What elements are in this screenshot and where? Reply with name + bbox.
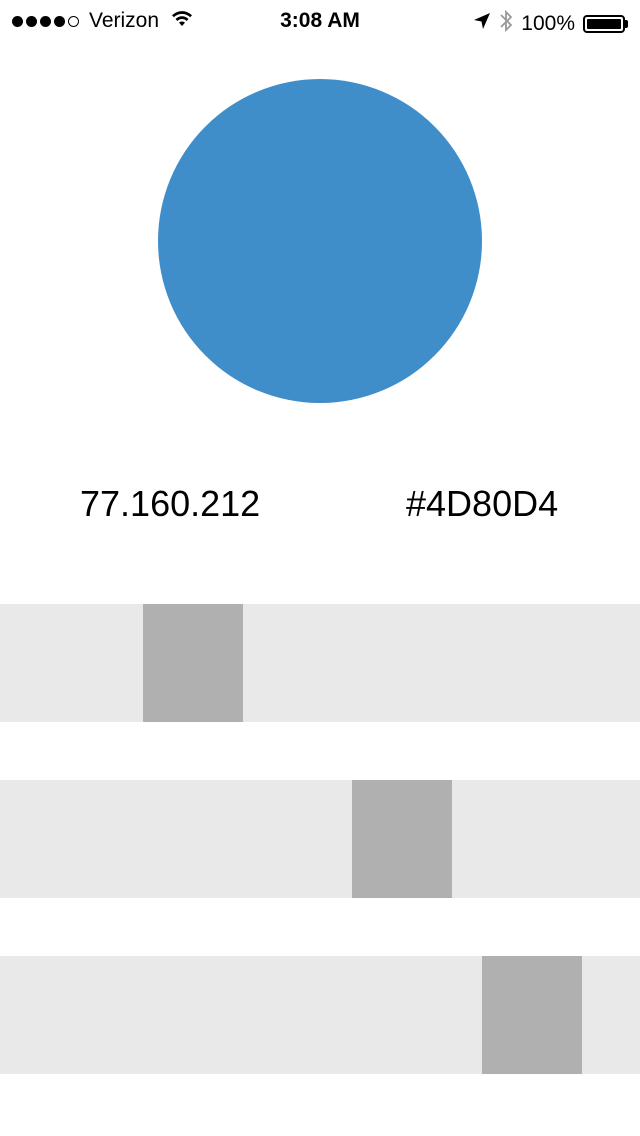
- signal-dot: [68, 15, 79, 27]
- rgb-value-label: 77.160.212: [80, 483, 261, 524]
- blue-slider-track[interactable]: [0, 956, 640, 1074]
- status-bar: Verizon 3:08 AM 100%: [0, 0, 640, 40]
- battery-percent: 100%: [521, 12, 575, 35]
- status-bar-right: 100%: [473, 9, 628, 39]
- signal-dot: [26, 15, 37, 27]
- status-bar-left: Verizon: [12, 9, 193, 33]
- battery-icon: [583, 15, 628, 33]
- green-slider-thumb[interactable]: [352, 780, 452, 898]
- location-arrow-icon: [473, 12, 491, 36]
- battery-tip: [625, 20, 628, 28]
- color-swatch-circle: [158, 79, 482, 403]
- battery-body: [583, 15, 625, 33]
- signal-dot: [54, 15, 65, 27]
- red-slider-thumb[interactable]: [143, 604, 243, 722]
- signal-dot: [40, 15, 51, 27]
- green-slider-track[interactable]: [0, 780, 640, 898]
- signal-strength-icon: [12, 15, 79, 27]
- carrier-name: Verizon: [89, 9, 160, 32]
- hex-value-label: #4D80D4: [406, 483, 559, 524]
- signal-dot: [12, 15, 23, 27]
- blue-slider-thumb[interactable]: [482, 956, 582, 1074]
- bluetooth-icon: [499, 9, 513, 39]
- wifi-icon: [171, 9, 193, 33]
- battery-fill: [587, 19, 621, 29]
- red-slider-track[interactable]: [0, 604, 640, 722]
